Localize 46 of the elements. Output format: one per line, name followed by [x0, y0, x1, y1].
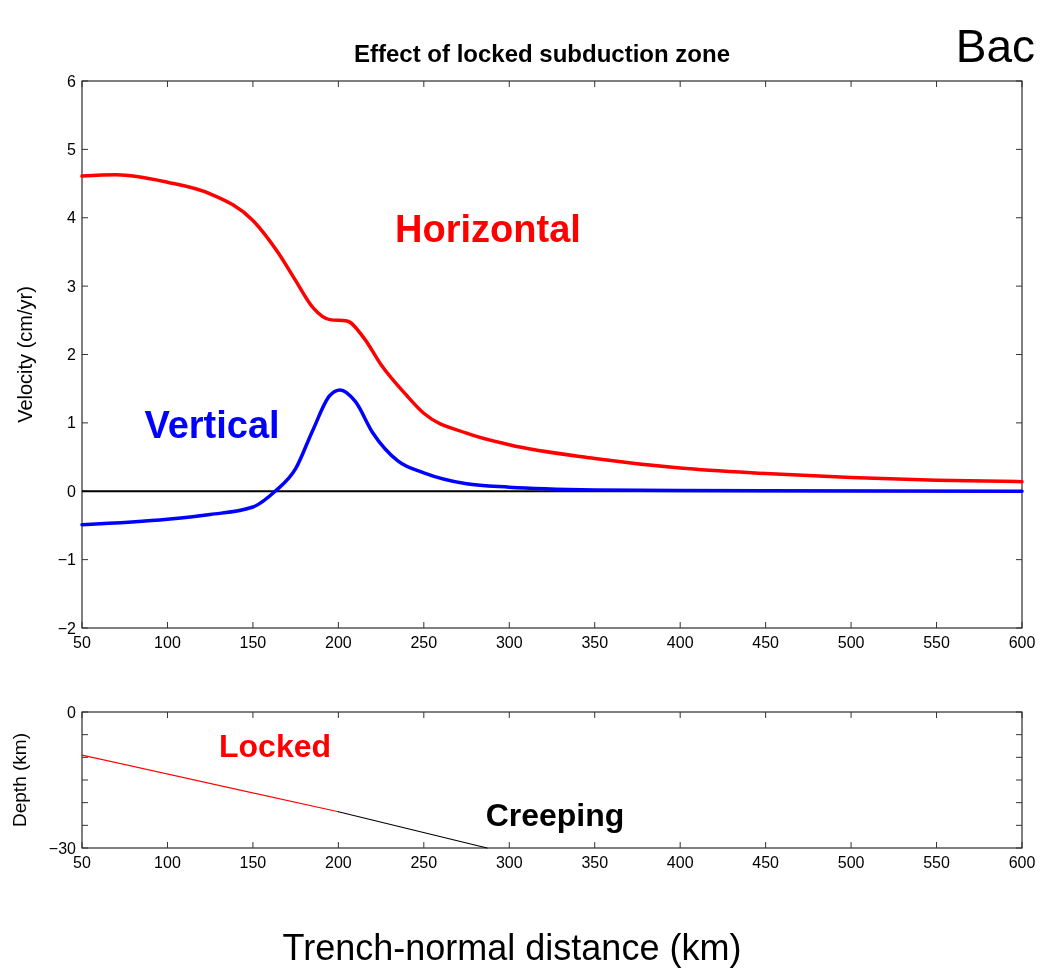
- x-tick-label: 550: [923, 854, 950, 871]
- x-tick-label: 350: [581, 634, 609, 651]
- x-tick-label: 150: [239, 854, 267, 871]
- x-tick-label: 450: [752, 634, 780, 651]
- x-tick-label: 50: [73, 854, 91, 871]
- x-tick-label: 200: [325, 634, 352, 651]
- x-tick-label: 100: [154, 854, 181, 871]
- y-axis-title: Velocity (cm/yr): [14, 286, 36, 423]
- x-tick-label: 150: [239, 634, 267, 651]
- x-tick-label: 600: [1008, 854, 1036, 871]
- x-tick-label: 300: [495, 634, 523, 651]
- x-tick-label: 300: [495, 854, 523, 871]
- x-tick-label: 250: [410, 634, 438, 651]
- text: Bac: [955, 20, 1035, 72]
- y-tick-label: −30: [48, 839, 77, 857]
- x-tick-label: 50: [73, 634, 91, 651]
- x-tick-label: 500: [837, 634, 865, 651]
- series-label: Vertical: [144, 404, 280, 446]
- x-tick-label: 400: [666, 634, 694, 651]
- chart-title: Effect of locked subduction zone: [353, 40, 731, 67]
- x-tick-label: 100: [154, 634, 181, 651]
- line-series: [80, 388, 1024, 527]
- y-tick-label: 3: [67, 277, 77, 295]
- y-tick-label: 0: [67, 703, 77, 721]
- y-tick-label: 1: [67, 414, 77, 432]
- y-tick-label: −2: [57, 619, 77, 637]
- x-tick-label: 450: [752, 854, 780, 871]
- line-series: [80, 172, 1024, 484]
- x-tick-label: 550: [923, 634, 950, 651]
- y-axis-title: Depth (km): [9, 733, 30, 827]
- y-tick-label: 5: [67, 140, 77, 158]
- series-label: Locked: [218, 728, 332, 764]
- series-label: Creeping: [485, 797, 625, 833]
- x-tick-label: 200: [325, 854, 352, 871]
- text: Horizontal: [395, 208, 581, 250]
- x-tick-label: 500: [837, 854, 865, 871]
- y-tick-label: 0: [67, 482, 77, 500]
- y-tick-label: 2: [67, 346, 77, 364]
- x-tick-label: 250: [410, 854, 438, 871]
- x-tick-label: 400: [666, 854, 694, 871]
- x-tick-label: 350: [581, 854, 609, 871]
- y-tick-label: 4: [67, 209, 77, 227]
- x-tick-label: 600: [1008, 634, 1036, 651]
- x-axis-title: Trench-normal distance (km): [282, 927, 742, 968]
- y-tick-label: 6: [67, 72, 77, 90]
- y-tick-label: −1: [57, 551, 77, 569]
